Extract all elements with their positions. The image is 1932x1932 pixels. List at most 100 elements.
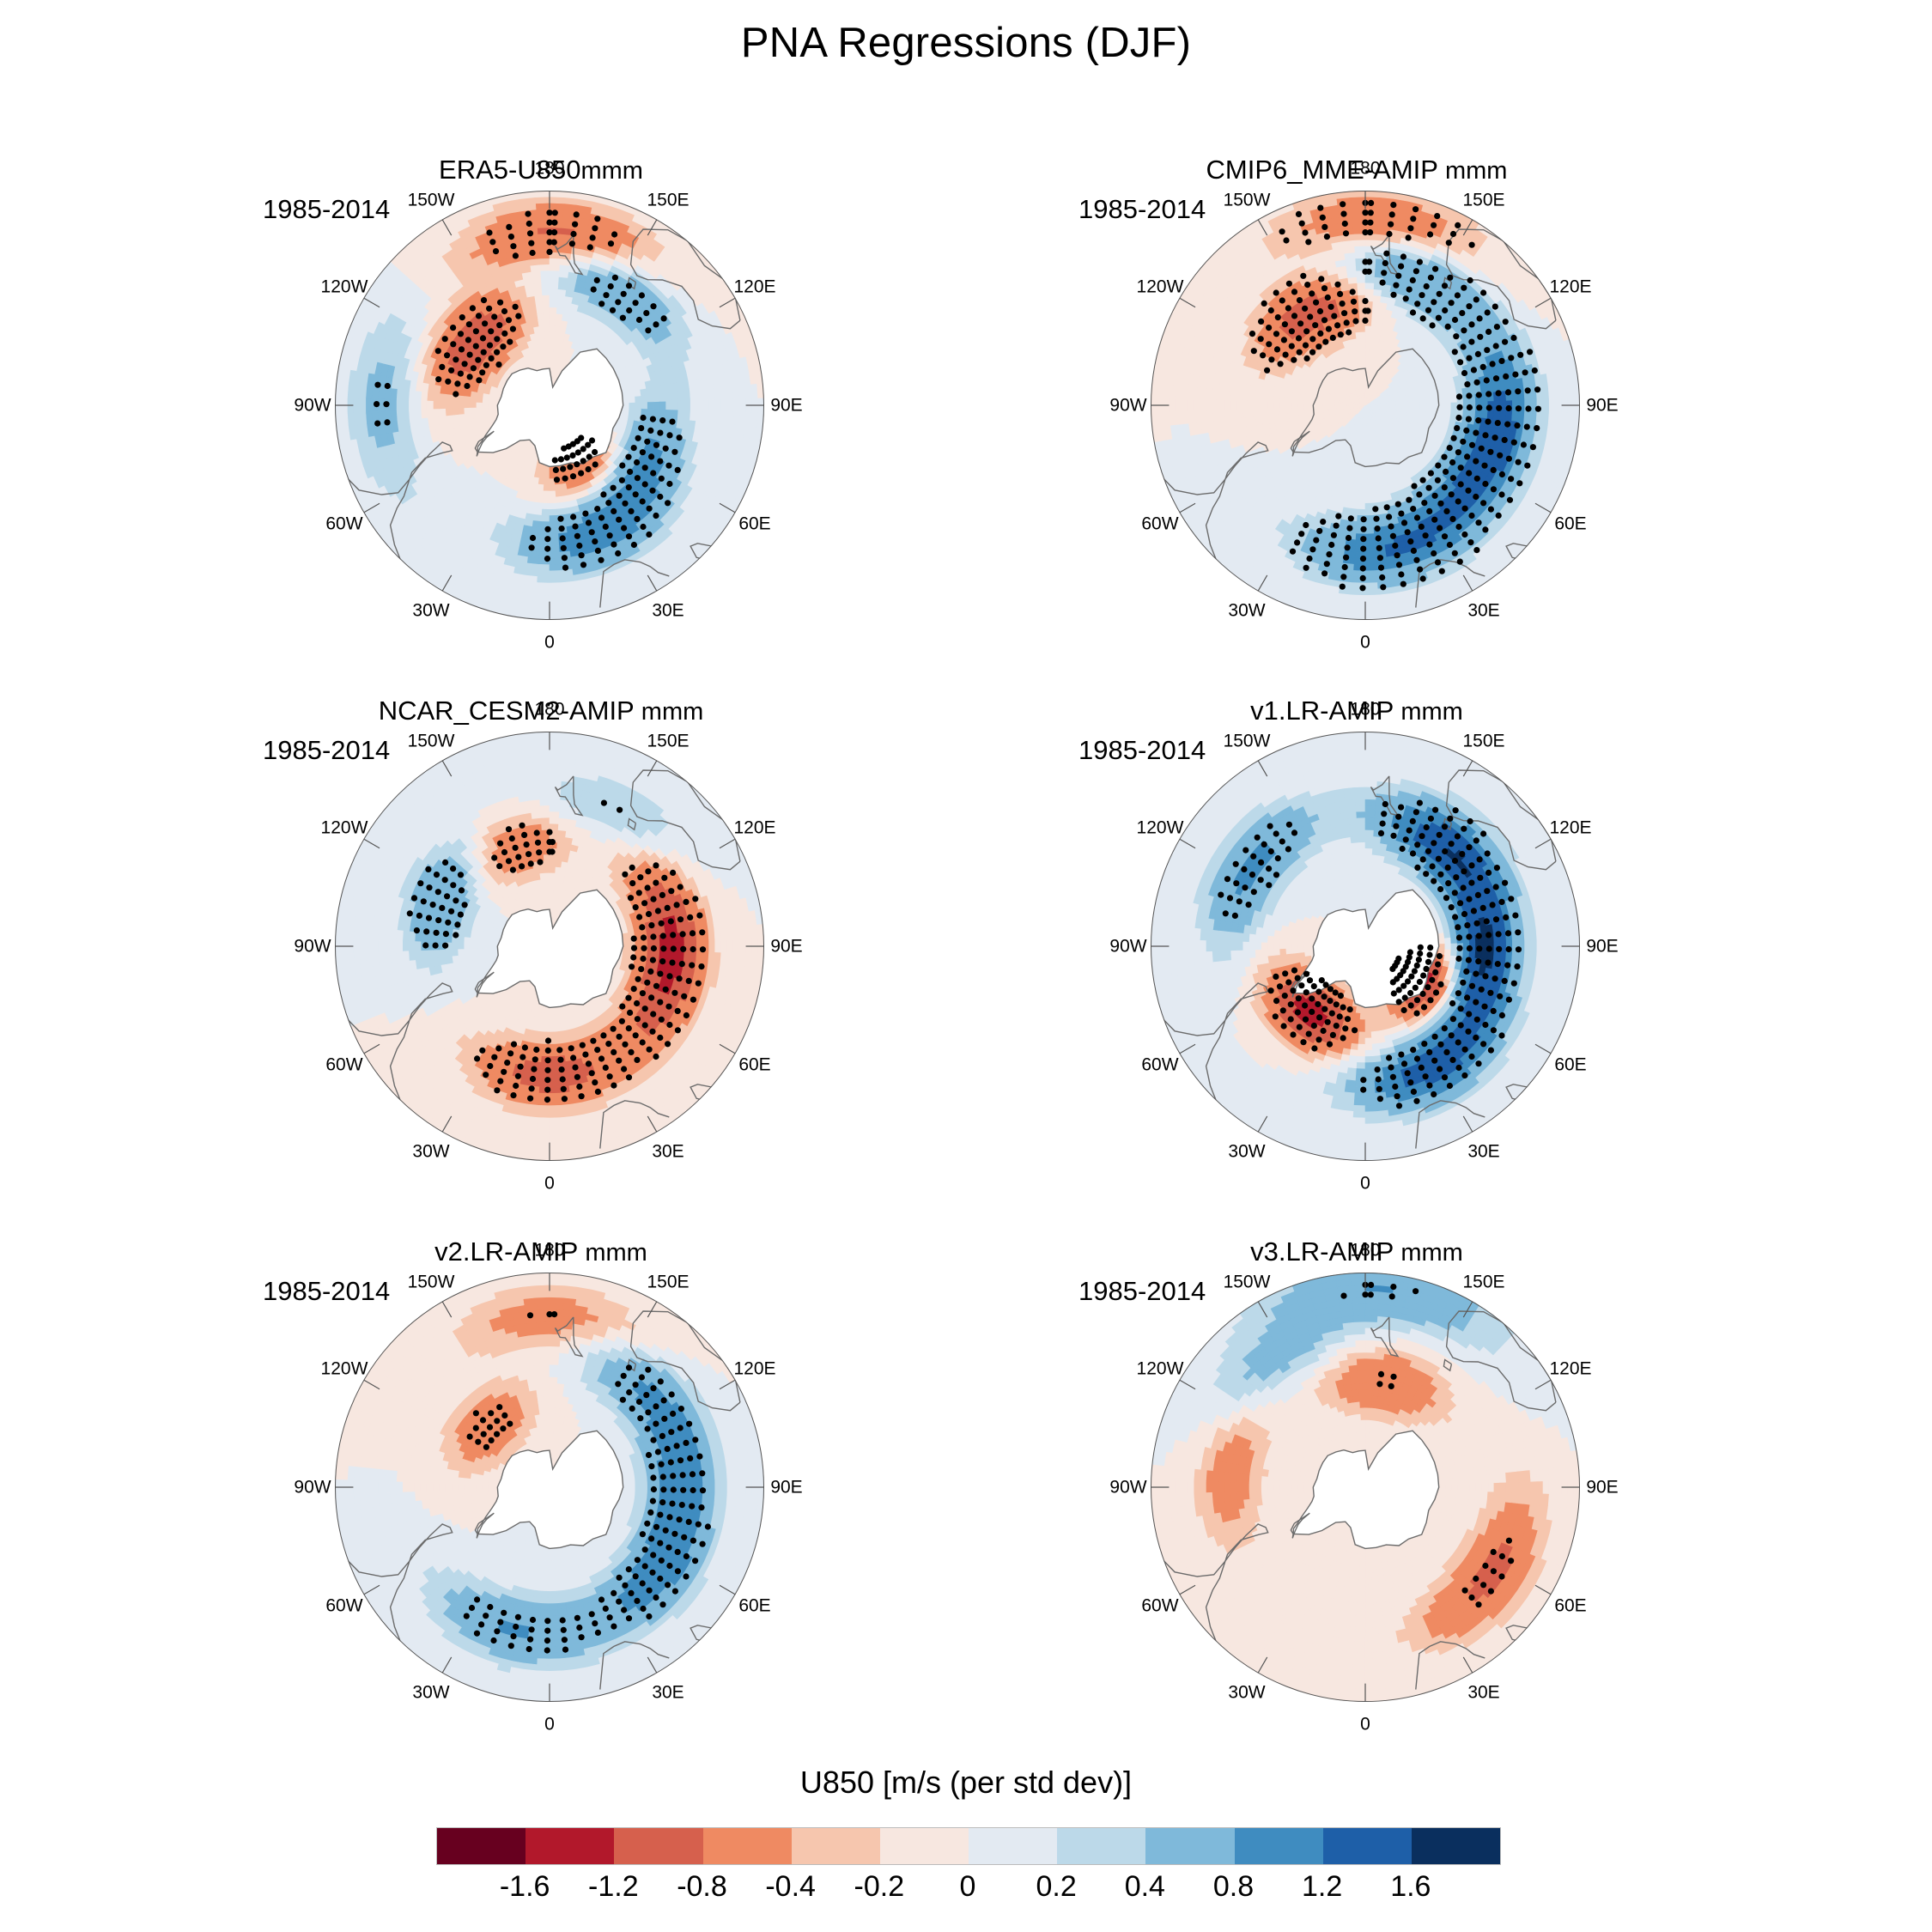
- significance-stippling: [406, 799, 707, 1103]
- lon-label-120E: 120E: [733, 819, 775, 837]
- lon-label-120W: 120W: [1137, 819, 1184, 837]
- lon-label-30E: 30E: [652, 1143, 683, 1161]
- lon-label-120E: 120E: [733, 1360, 775, 1378]
- lon-label-60W: 60W: [1141, 1056, 1178, 1074]
- panel-title-main: v1.LR-AMIP: [1250, 696, 1394, 726]
- panel-v2[interactable]: v2.LR-AMIP mmm 1985-2014 0 30E 60E 90E 120E 150…: [258, 1236, 824, 1769]
- panel-period-era5: 1985-2014: [263, 194, 390, 225]
- lon-label-150W: 150W: [408, 191, 455, 209]
- lon-label-0: 0: [544, 1175, 555, 1193]
- colorbar-bin-11: [1411, 1828, 1501, 1864]
- contour-shading: [1151, 732, 1580, 1161]
- lon-label-90W: 90W: [1109, 397, 1146, 415]
- map-disc: [335, 1273, 764, 1702]
- contour-shading: [1151, 191, 1580, 620]
- lon-label-120W: 120W: [1137, 278, 1184, 296]
- panel-cmip6[interactable]: CMIP6_MME-AMIP mmm 1985-2014 0 30E 60E 90E 120…: [1073, 155, 1640, 687]
- figure-title: PNA Regressions (DJF): [0, 19, 1932, 67]
- polar-map-cesm2[interactable]: 0 30E 60E 90E 120E 150E 180 150W 120W 90W 60W 30W: [294, 701, 802, 1193]
- lon-label-30E: 30E: [1467, 1684, 1499, 1702]
- polar-map-cmip6[interactable]: 0 30E 60E 90E 120E 150E 180 150W 120W 90W 60W 30W: [1109, 160, 1618, 652]
- lon-label-180: 180: [1350, 160, 1380, 178]
- lon-label-60E: 60E: [738, 515, 770, 533]
- panel-period-v1: 1985-2014: [1078, 735, 1206, 766]
- lon-label-120W: 120W: [321, 819, 368, 837]
- lon-label-90W: 90W: [1109, 938, 1146, 956]
- longitude-gridlines: [1151, 1273, 1580, 1702]
- panel-title-main: v2.LR-AMIP: [434, 1236, 578, 1267]
- lon-label-60E: 60E: [738, 1056, 770, 1074]
- polar-map-v3[interactable]: 0 30E 60E 90E 120E 150E 180 150W 120W 90W 60W 30W: [1109, 1242, 1618, 1734]
- colorbar-bin-5: [879, 1828, 969, 1864]
- significance-stippling: [374, 210, 683, 571]
- lon-label-60W: 60W: [1141, 1597, 1178, 1615]
- lon-label-30W: 30W: [1228, 1143, 1265, 1161]
- lon-label-150W: 150W: [408, 1273, 455, 1291]
- longitude-gridlines: [1151, 191, 1580, 620]
- panel-title-main: CMIP6_MME-AMIP: [1206, 155, 1438, 185]
- panel-era5[interactable]: ERA5-U850mmm 1985-2014 0 30E 60E 90E 120E 150E 1…: [258, 155, 824, 687]
- lon-label-30W: 30W: [1228, 602, 1265, 620]
- lon-label-30E: 30E: [652, 602, 683, 620]
- contour-shading: [1151, 1273, 1580, 1702]
- panel-period-v3: 1985-2014: [1078, 1276, 1206, 1307]
- panel-title-main: v3.LR-AMIP: [1250, 1236, 1394, 1267]
- panel-title-main: ERA5-U850: [439, 155, 580, 185]
- colorbar[interactable]: [436, 1827, 1501, 1865]
- panel-title-suffix: mmm: [635, 698, 703, 726]
- lon-label-150E: 150E: [1462, 732, 1504, 750]
- colorbar-tick-8: 0.8: [1213, 1870, 1254, 1904]
- lon-label-60E: 60E: [1554, 515, 1586, 533]
- lon-label-90E: 90E: [770, 938, 802, 956]
- lon-label-30W: 30W: [412, 602, 449, 620]
- panel-title-suffix: mmm: [1394, 1239, 1462, 1267]
- lon-label-60W: 60W: [325, 1597, 362, 1615]
- polar-map-era5[interactable]: 0 30E 60E 90E 120E 150E 180 150W 120W 90W 60W 30W: [294, 160, 802, 652]
- lon-label-30W: 30W: [1228, 1684, 1265, 1702]
- antarctica-landmask: [477, 349, 623, 467]
- colorbar-tick-5: 0: [960, 1870, 976, 1904]
- map-disc: [1151, 191, 1580, 620]
- lon-label-90W: 90W: [294, 938, 331, 956]
- panel-cesm2[interactable]: NCAR_CESM2-AMIP mmm 1985-2014 0 30E 60E 90E 12…: [258, 696, 824, 1228]
- lon-label-150W: 150W: [408, 732, 455, 750]
- lon-label-60E: 60E: [1554, 1597, 1586, 1615]
- longitude-gridlines: [335, 191, 764, 620]
- colorbar-tick-2: -0.8: [677, 1870, 727, 1904]
- panel-v3[interactable]: v3.LR-AMIP mmm 1985-2014 0 30E 60E 90E 120E 150…: [1073, 1236, 1640, 1769]
- significance-stippling: [1249, 199, 1541, 592]
- antarctica-landmask: [477, 890, 623, 1008]
- lon-label-150W: 150W: [1224, 732, 1271, 750]
- lon-label-150W: 150W: [1224, 191, 1271, 209]
- lon-label-90E: 90E: [770, 1479, 802, 1497]
- panel-title-cmip6: CMIP6_MME-AMIP mmm: [1073, 155, 1640, 185]
- colorbar-tick-0: -1.6: [500, 1870, 550, 1904]
- colorbar-bin-3: [702, 1828, 792, 1864]
- antarctica-landmask: [477, 1431, 623, 1549]
- panel-period-cesm2: 1985-2014: [263, 735, 390, 766]
- panel-title-suffix: mmm: [1438, 157, 1507, 185]
- colorbar-label: U850 [m/s (per std dev)]: [0, 1765, 1932, 1801]
- lon-label-180: 180: [1350, 701, 1380, 719]
- polar-map-v1[interactable]: 0 30E 60E 90E 120E 150E 180 150W 120W 90W 60W 30W: [1109, 701, 1618, 1193]
- polar-map-v2[interactable]: 0 30E 60E 90E 120E 150E 180 150W 120W 90W 60W 30W: [294, 1242, 802, 1734]
- colorbar-bin-6: [969, 1828, 1058, 1864]
- coastlines: [1163, 1273, 1570, 1690]
- map-disc: [1151, 732, 1580, 1161]
- lon-label-90W: 90W: [294, 397, 331, 415]
- antarctica-landmask: [1293, 1431, 1439, 1549]
- lon-label-120W: 120W: [321, 1360, 368, 1378]
- panel-v1[interactable]: v1.LR-AMIP mmm 1985-2014 0 30E 60E 90E 120E 150…: [1073, 696, 1640, 1228]
- map-disc: [335, 732, 764, 1161]
- lon-label-120W: 120W: [1137, 1360, 1184, 1378]
- colorbar-bin-10: [1322, 1828, 1412, 1864]
- contour-shading: [335, 191, 764, 620]
- significance-stippling: [463, 1311, 711, 1654]
- lon-label-150E: 150E: [647, 1273, 689, 1291]
- lon-label-90E: 90E: [770, 397, 802, 415]
- panel-title-suffix: mmm: [1394, 698, 1462, 726]
- colorbar-tick-9: 1.2: [1302, 1870, 1342, 1904]
- panel-title-era5: ERA5-U850mmm: [258, 155, 824, 185]
- lon-label-150W: 150W: [1224, 1273, 1271, 1291]
- lon-label-90E: 90E: [1586, 1479, 1618, 1497]
